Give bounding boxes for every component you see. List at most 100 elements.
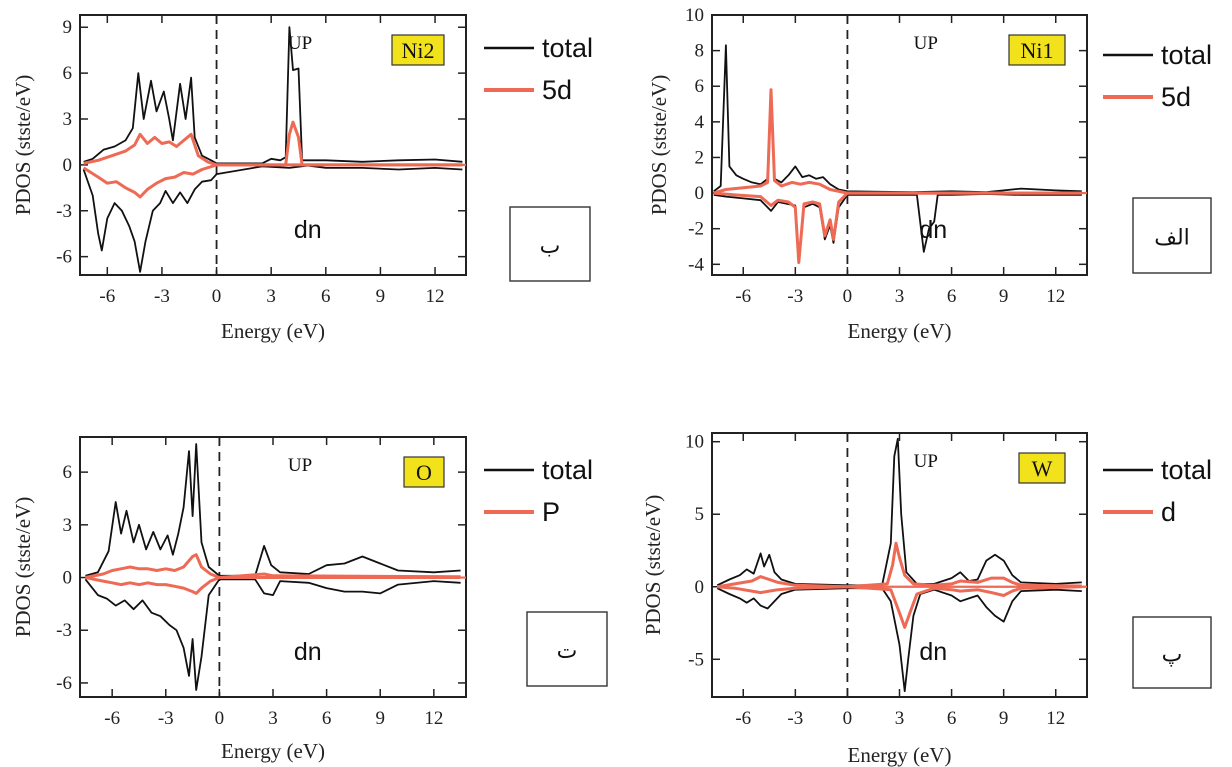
series-total-up — [85, 443, 461, 577]
x-tick-label: 6 — [321, 286, 331, 307]
y-tick-label: 10 — [685, 432, 704, 453]
x-tick-label: 3 — [895, 708, 905, 729]
atom-badge — [403, 456, 445, 488]
y-tick-label: 3 — [63, 109, 73, 130]
panel-id-box — [1132, 197, 1212, 274]
y-tick-label: 4 — [695, 112, 705, 133]
y-tick-label: 8 — [695, 41, 705, 62]
x-tick-label: 9 — [999, 286, 1009, 307]
x-tick-label: 3 — [268, 708, 278, 729]
panel-id-label: ب — [540, 234, 561, 259]
atom-badge — [391, 34, 445, 66]
y-tick-label: 0 — [63, 568, 73, 589]
x-tick-label: -3 — [787, 286, 803, 307]
x-tick-label: -6 — [99, 286, 115, 307]
x-tick-label: 3 — [266, 286, 276, 307]
x-tick-label: -6 — [735, 708, 751, 729]
atom-label: W — [1032, 456, 1053, 481]
x-axis-label: Energy (eV) — [221, 319, 325, 343]
series-5d-up — [713, 88, 1082, 195]
x-tick-label: 9 — [376, 286, 386, 307]
y-tick-label: 6 — [695, 76, 705, 97]
series-d-dn — [717, 585, 1082, 629]
y-axis-label: PDOS (stste/eV) — [11, 75, 35, 216]
x-tick-label: -3 — [158, 708, 174, 729]
series-5d-dn — [713, 191, 1082, 264]
y-tick-label: 0 — [63, 155, 73, 176]
atom-label: Ni1 — [1021, 38, 1054, 63]
x-axis-label: Energy (eV) — [848, 319, 952, 343]
x-axis-label: Energy (eV) — [221, 739, 325, 763]
y-tick-label: -6 — [56, 673, 72, 694]
y-tick-label: 0 — [695, 183, 705, 204]
x-axis-label: Energy (eV) — [848, 743, 952, 767]
legend-label-total: total — [1161, 455, 1212, 485]
legend-label-P: P — [542, 497, 560, 527]
y-tick-label: -5 — [688, 649, 704, 670]
spin-up-label: UP — [914, 451, 938, 472]
x-tick-label: 6 — [322, 708, 332, 729]
x-tick-label: 12 — [1046, 708, 1065, 729]
series-total-dn — [716, 587, 1082, 693]
y-tick-label: 9 — [63, 17, 73, 38]
panel-id-box — [1132, 616, 1212, 689]
chart-panel-1: -6 -3 0 3 6 9 12 -4 -2 0 2 4 6 8 10 UP dn Ni1 Energy (eV) P… — [647, 5, 1212, 343]
y-tick-label: -2 — [688, 219, 704, 240]
spin-down-label: dn — [919, 638, 947, 666]
x-tick-label: 9 — [999, 708, 1009, 729]
x-tick-label: -3 — [154, 286, 170, 307]
x-tick-label: 0 — [843, 708, 853, 729]
x-tick-label: 6 — [947, 708, 957, 729]
x-tick-label: 0 — [212, 286, 222, 307]
series-P-dn — [85, 576, 461, 595]
y-axis-label: PDOS (stste/eV) — [647, 75, 671, 216]
x-tick-label: 6 — [947, 286, 957, 307]
y-tick-label: 3 — [63, 515, 73, 536]
y-tick-label: -3 — [56, 620, 72, 641]
legend-label-total: total — [1161, 40, 1212, 70]
atom-badge — [1008, 34, 1066, 66]
chart-panel-2: -6 -3 0 3 6 9 12 -6 -3 0 3 6 UP dn O Energy (eV) PDOS (s… — [11, 436, 608, 763]
y-axis-label: PDOS (stste/eV) — [641, 495, 665, 636]
spin-down-label: dn — [294, 638, 322, 666]
spin-down-label: dn — [919, 216, 947, 244]
atom-label: O — [416, 460, 432, 485]
series-d-up — [716, 541, 1082, 589]
panel-id-label: الف — [1154, 226, 1190, 251]
spin-up-label: UP — [288, 455, 312, 476]
series-total-dn — [84, 578, 461, 691]
x-tick-label: -6 — [735, 286, 751, 307]
legend-label-total: total — [542, 33, 593, 63]
panel-id-label: پ — [1162, 643, 1183, 668]
atom-badge — [1018, 452, 1066, 484]
chart-panel-0: -6 -3 0 3 6 9 12 -6 -3 0 3 6 9 UP dn Ni2 Energy (eV) PDOS… — [11, 14, 593, 343]
y-tick-label: -4 — [688, 254, 704, 275]
series-total-up — [83, 26, 463, 165]
y-tick-label: 6 — [63, 462, 73, 483]
y-tick-label: 2 — [695, 147, 705, 168]
spin-up-label: UP — [914, 33, 938, 54]
x-tick-label: -6 — [104, 708, 120, 729]
y-tick-label: 10 — [685, 5, 704, 26]
chart-panel-3: -6 -3 0 3 6 9 12 -5 0 5 10 UP dn W Energy (eV) PDOS (st… — [641, 432, 1212, 767]
x-tick-label: 9 — [375, 708, 385, 729]
y-tick-label: -6 — [56, 247, 72, 268]
spin-down-label: dn — [294, 216, 322, 244]
x-tick-label: 12 — [1046, 286, 1065, 307]
legend-label-total: total — [542, 455, 593, 485]
x-tick-label: 3 — [895, 286, 905, 307]
y-tick-label: 5 — [695, 504, 705, 525]
y-tick-label: -3 — [56, 201, 72, 222]
x-tick-label: 12 — [426, 286, 445, 307]
panel-id-box — [526, 611, 608, 687]
legend-label-5d: 5d — [542, 75, 572, 105]
legend-label-5d: 5d — [1161, 82, 1191, 112]
series-5d-up — [83, 120, 463, 167]
atom-label: Ni2 — [402, 38, 435, 63]
x-tick-label: 12 — [424, 708, 443, 729]
y-axis-label: PDOS (stste/eV) — [11, 497, 35, 638]
x-tick-label: 0 — [215, 708, 225, 729]
series-total-up — [716, 437, 1082, 587]
y-tick-label: 6 — [63, 63, 73, 84]
